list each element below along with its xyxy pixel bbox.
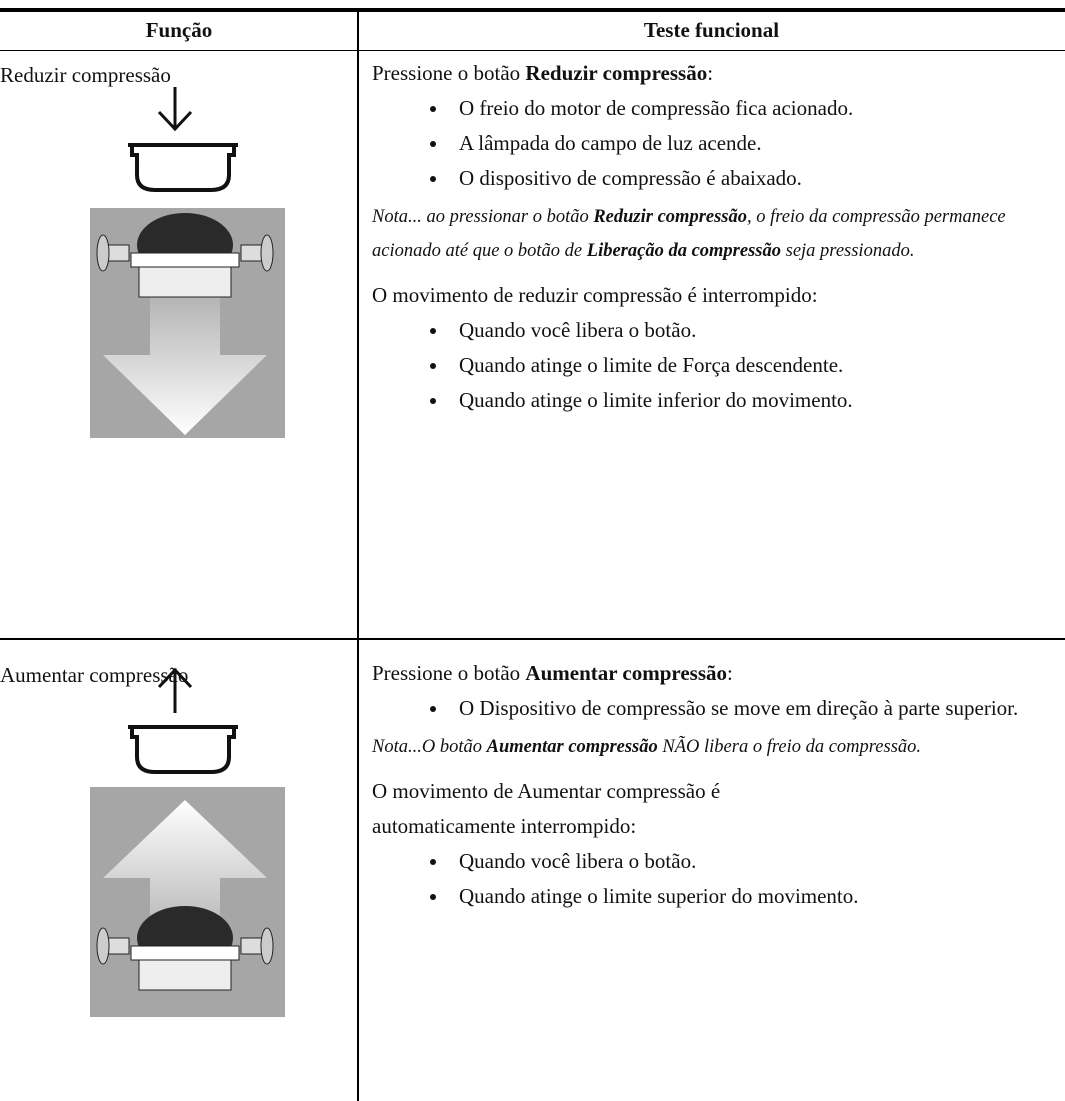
bullet-list: Quando você libera o botão.Quando atinge… xyxy=(372,844,1052,914)
intro: Pressione o botão Aumentar compressão: xyxy=(372,656,1052,691)
bullet-list: Quando você libera o botão.Quando atinge… xyxy=(372,313,1052,418)
note: Nota... ao pressionar o botão Reduzir co… xyxy=(372,200,1052,268)
text: Nota... ao pressionar o botão xyxy=(372,207,594,227)
top-rule xyxy=(0,8,1065,12)
bullet: Quando atinge o limite inferior do movim… xyxy=(449,383,1052,418)
text: seja pressionado. xyxy=(781,241,915,261)
illustration-up xyxy=(90,667,285,1017)
bold-text: Reduzir compressão xyxy=(525,61,708,85)
intro: Pressione o botão Reduzir compressão: xyxy=(372,56,1052,91)
stop-intro: O movimento de Aumentar compressão é aut… xyxy=(372,779,721,838)
bullet: Quando você libera o botão. xyxy=(449,844,1052,879)
bullet-list: O Dispositivo de compressão se move em d… xyxy=(372,691,1052,726)
test-cell: Pressione o botão Aumentar compressão:O … xyxy=(372,656,1052,914)
function-name: Reduzir compressão xyxy=(0,63,171,87)
header-function: Função xyxy=(145,18,213,42)
text: Pressione o botão xyxy=(372,661,526,685)
stop-intro: O movimento de reduzir compressão é inte… xyxy=(372,283,818,307)
bold-text: Liberação da compressão xyxy=(586,241,781,261)
bold-text: Reduzir compressão xyxy=(593,207,748,227)
note: Nota...O botão Aumentar compressão NÃO l… xyxy=(372,730,1052,764)
bullet: O freio do motor de compressão fica acio… xyxy=(449,91,1052,126)
bullet: Quando atinge o limite de Força descende… xyxy=(449,348,1052,383)
function-name: Aumentar compressão xyxy=(0,663,189,687)
bullet: A lâmpada do campo de luz acende. xyxy=(449,126,1052,161)
illustration-down xyxy=(90,87,285,438)
text: , o freio da compressão permanece aciona… xyxy=(372,207,1006,261)
text: : xyxy=(727,661,733,685)
bullet-list: O freio do motor de compressão fica acio… xyxy=(372,91,1052,196)
bullet: Quando você libera o botão. xyxy=(449,313,1052,348)
bold-text: Aumentar compressão xyxy=(525,661,728,685)
column-divider xyxy=(357,10,359,1101)
header-rule xyxy=(0,50,1065,51)
bullet: Quando atinge o limite superior do movim… xyxy=(449,879,1052,914)
text: : xyxy=(707,61,714,85)
header-test: Teste funcional xyxy=(643,18,780,42)
text: Pressione o botão xyxy=(372,61,526,85)
text: NÃO libera o freio da compressão. xyxy=(657,737,922,757)
text: Nota...O botão xyxy=(372,737,487,757)
bullet: O dispositivo de compressão é abaixado. xyxy=(449,161,1052,196)
test-cell: Pressione o botão Reduzir compressão:O f… xyxy=(372,56,1052,418)
bullet: O Dispositivo de compressão se move em d… xyxy=(449,691,1052,726)
bold-text: Aumentar compressão xyxy=(486,737,658,757)
row-rule xyxy=(0,638,1065,640)
